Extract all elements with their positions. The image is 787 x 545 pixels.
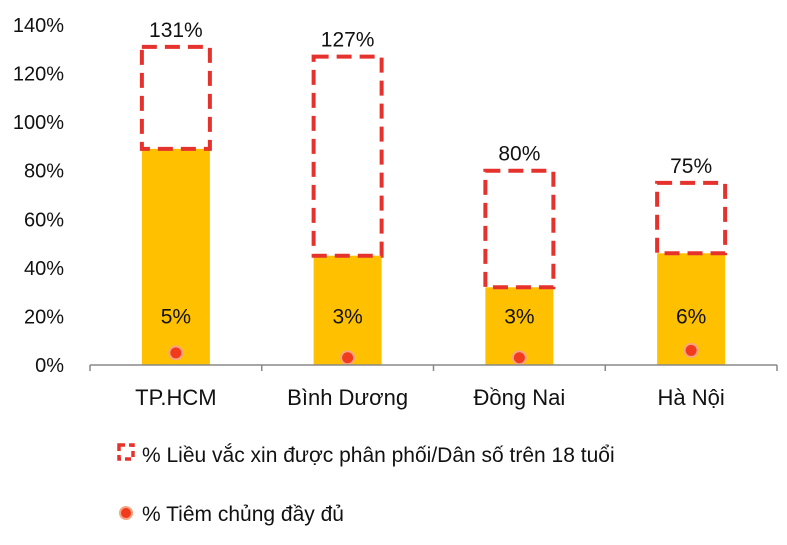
category-label: Hà Nội	[658, 385, 725, 410]
bars: 131% 5% 127% 3% 80% 3% 75% 6%	[139, 19, 728, 366]
marker-point	[511, 350, 527, 366]
y-tick-label: 40%	[24, 258, 64, 280]
marker-value-label: 6%	[676, 306, 706, 329]
x-axis: TP.HCM Bình Dương Đồng Nai Hà Nội	[89, 364, 778, 410]
outline-value-label: 80%	[498, 143, 540, 166]
legend: % Liều vắc xin được phân phối/Dân số trê…	[117, 443, 615, 526]
dashed-outline-bar	[139, 44, 212, 151]
dashed-outline-bar	[311, 54, 384, 258]
marker-point	[168, 345, 184, 361]
solid-bar	[313, 255, 382, 365]
legend-dashed-label: % Liều vắc xin được phân phối/Dân số trê…	[142, 444, 615, 467]
outline-value-label: 127%	[321, 29, 375, 52]
dashed-outline-bar	[655, 180, 728, 256]
y-axis: 0% 20% 40% 60% 80% 100% 120% 140%	[13, 15, 64, 377]
legend-marker-swatch	[119, 506, 133, 520]
y-tick-label: 140%	[13, 15, 64, 37]
marker-value-label: 3%	[332, 306, 362, 329]
category-label: Bình Dương	[287, 385, 408, 410]
marker-point	[340, 350, 356, 366]
marker-value-label: 5%	[161, 306, 191, 329]
y-tick-label: 60%	[24, 209, 64, 231]
y-tick-label: 100%	[13, 112, 64, 134]
legend-dashed-swatch	[117, 443, 135, 461]
marker-value-label: 3%	[504, 306, 534, 329]
legend-marker-label: % Tiêm chủng đầy đủ	[142, 503, 344, 526]
y-tick-label: 120%	[13, 64, 64, 86]
outline-value-label: 131%	[149, 19, 203, 42]
y-tick-label: 80%	[24, 161, 64, 183]
solid-bar	[141, 148, 210, 365]
outline-value-label: 75%	[670, 155, 712, 178]
y-tick-label: 20%	[24, 306, 64, 328]
marker-point	[683, 342, 699, 358]
dashed-outline-bar	[483, 168, 556, 290]
category-label: TP.HCM	[135, 385, 217, 410]
y-tick-label: 0%	[35, 355, 64, 377]
category-label: Đồng Nai	[474, 385, 566, 410]
